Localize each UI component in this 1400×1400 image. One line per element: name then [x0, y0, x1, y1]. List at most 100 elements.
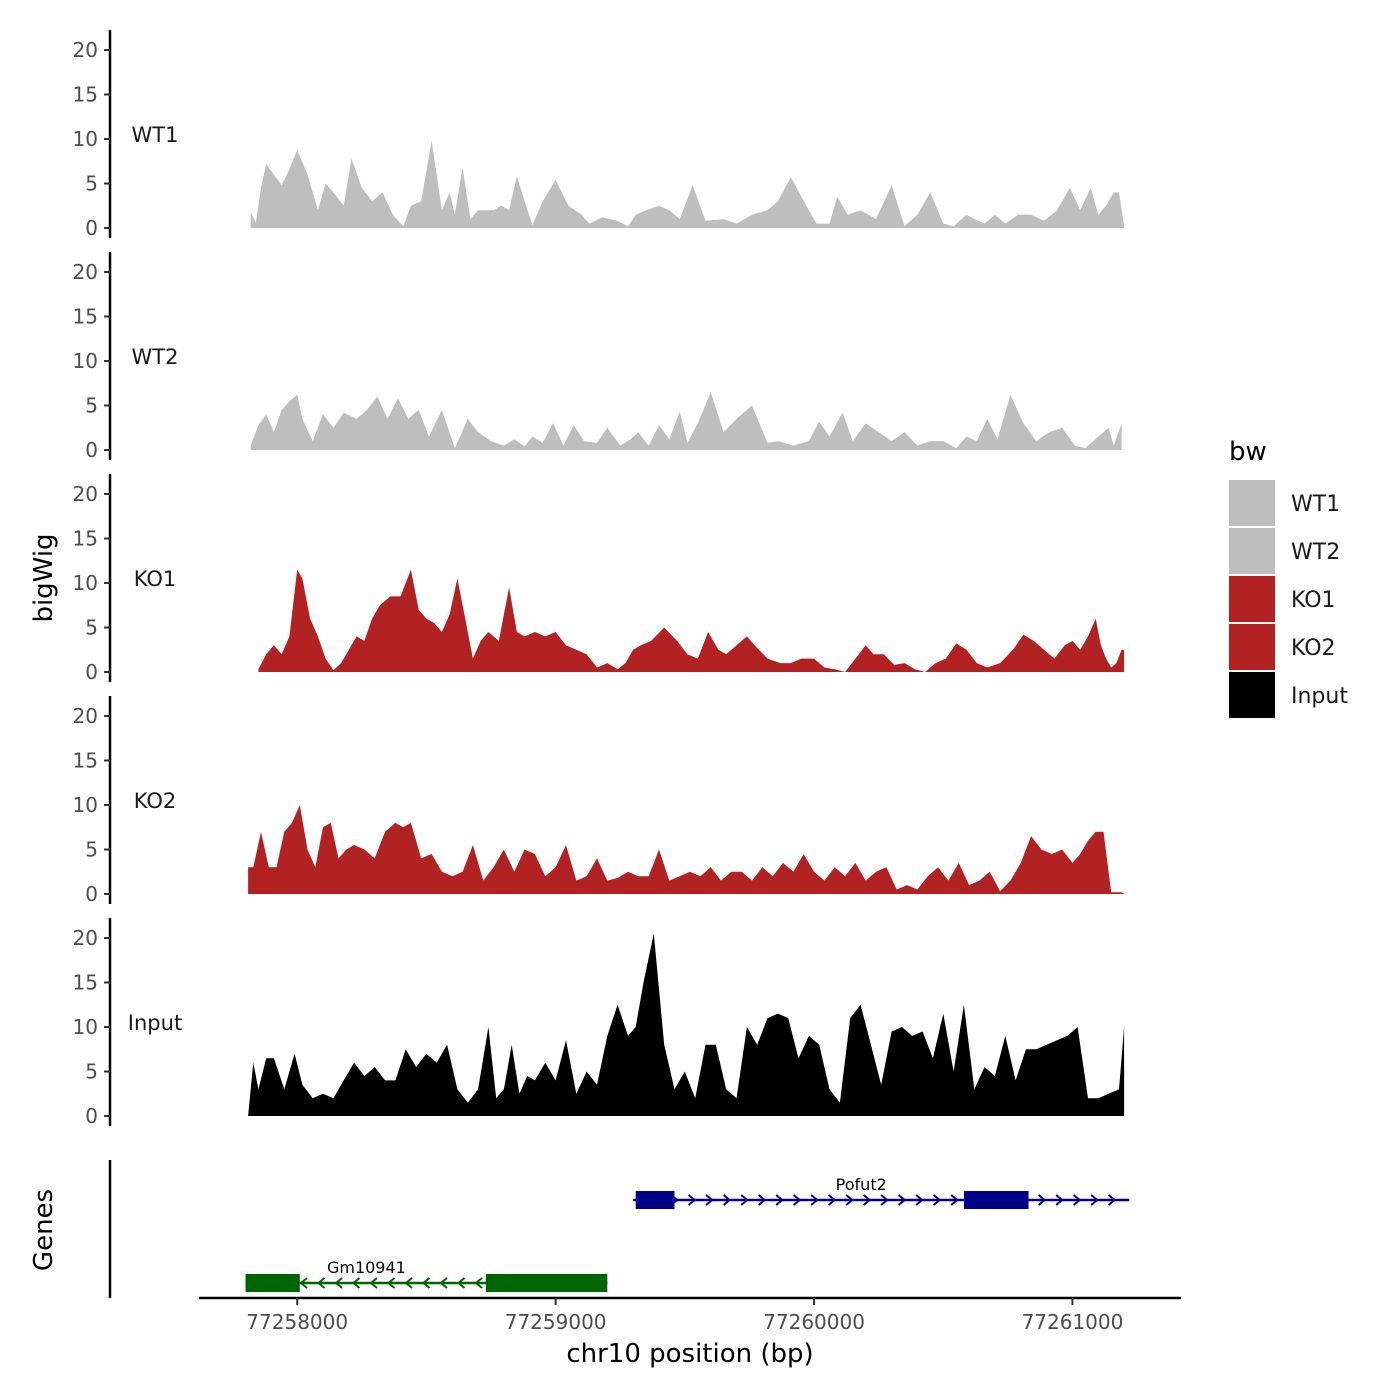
y-tick-label: 20	[73, 38, 98, 62]
strand-arrow	[369, 1277, 378, 1289]
strand-arrow	[456, 1277, 466, 1289]
signal-tracks: 0 5 10 15 20 WT1 0 5 10 15 20 WT2 0 5 10 15 20 KO1 0 5 10 15 2…	[73, 30, 1125, 1128]
strand-arrow	[898, 1194, 907, 1206]
strand-arrow	[421, 1277, 431, 1289]
strand-arrow	[1073, 1194, 1082, 1206]
legend: bw WT1 WT2 KO1 KO2 Input	[1229, 437, 1348, 718]
y-tick-label: 5	[85, 616, 98, 640]
legend-key-ko2	[1229, 624, 1275, 670]
y-tick-label: 20	[73, 260, 98, 284]
track-label-ko1: KO1	[134, 567, 177, 591]
strand-arrow	[810, 1194, 819, 1206]
legend-key-input	[1229, 672, 1275, 718]
legend-title: bw	[1229, 437, 1267, 467]
legend-key-ko1	[1229, 576, 1275, 622]
y-tick-label: 0	[85, 216, 98, 240]
strand-arrow	[1038, 1194, 1047, 1206]
x-tick-label: 77260000	[763, 1310, 865, 1334]
y-tick-label: 10	[73, 127, 98, 151]
y-tick-label: 15	[73, 83, 98, 107]
y-axis-title: bigWig	[29, 533, 59, 622]
legend-label-ko1: KO1	[1291, 588, 1336, 613]
strand-arrow	[1090, 1194, 1099, 1206]
legend-label-input: Input	[1291, 684, 1348, 709]
y-tick-label: 20	[73, 926, 98, 950]
strand-arrow	[863, 1194, 872, 1206]
exon	[963, 1191, 1029, 1209]
genes-track-title: Genes	[29, 1189, 59, 1271]
strand-arrow	[439, 1277, 448, 1289]
strand-arrow	[933, 1194, 942, 1206]
gene-label: Pofut2	[836, 1175, 887, 1194]
strand-arrow	[793, 1194, 802, 1206]
y-tick-label: 0	[85, 882, 98, 906]
y-tick-label: 10	[73, 349, 98, 373]
exon	[635, 1191, 675, 1209]
y-tick-label: 10	[73, 1015, 98, 1039]
legend-key-wt2	[1229, 528, 1275, 574]
strand-arrow	[334, 1277, 343, 1289]
track-label-input: Input	[128, 1011, 182, 1035]
x-axis: 77258000 77259000 77260000 77261000	[199, 1296, 1181, 1334]
track-label-wt1: WT1	[132, 123, 179, 147]
area-ko2	[248, 805, 1125, 894]
y-tick-label: 10	[73, 571, 98, 595]
y-tick-label: 15	[73, 305, 98, 329]
y-tick-label: 20	[73, 482, 98, 506]
y-tick-label: 0	[85, 1104, 98, 1128]
exon	[245, 1274, 300, 1292]
y-tick-label: 10	[73, 793, 98, 817]
area-wt1	[250, 140, 1125, 228]
strand-arrow	[915, 1194, 924, 1206]
strand-arrow	[775, 1194, 784, 1206]
y-tick-label: 5	[85, 838, 98, 862]
y-tick-label: 15	[73, 527, 98, 551]
area-input	[248, 933, 1125, 1116]
track-wt1: 0 5 10 15 20 WT1	[73, 30, 1125, 240]
gene-gm10941: Gm10941	[245, 1258, 608, 1292]
strand-arrow	[316, 1277, 326, 1289]
y-tick-label: 0	[85, 438, 98, 462]
legend-label-wt1: WT1	[1291, 492, 1340, 517]
genes-track: Gm10941 Pofut2	[108, 1160, 1130, 1298]
legend-key-wt1	[1229, 480, 1275, 526]
strand-arrow	[723, 1194, 732, 1206]
area-ko1	[258, 569, 1125, 672]
strand-arrow	[758, 1194, 767, 1206]
strand-arrow	[1108, 1194, 1117, 1206]
strand-arrow	[404, 1277, 413, 1289]
x-axis-title: chr10 position (bp)	[566, 1339, 813, 1369]
legend-label-wt2: WT2	[1291, 540, 1340, 565]
strand-arrow	[351, 1277, 361, 1289]
strand-arrow	[845, 1194, 854, 1206]
strand-arrow	[705, 1194, 714, 1206]
y-tick-label: 0	[85, 660, 98, 684]
strand-arrow	[474, 1277, 483, 1289]
y-tick-label: 5	[85, 172, 98, 196]
gene-pofut2: Pofut2	[633, 1175, 1130, 1209]
strand-arrow	[950, 1194, 959, 1206]
strand-arrow	[1055, 1194, 1064, 1206]
strand-arrow	[299, 1277, 308, 1289]
track-label-ko2: KO2	[134, 789, 177, 813]
strand-arrow	[688, 1194, 697, 1206]
area-wt2	[250, 392, 1122, 450]
track-wt2: 0 5 10 15 20 WT2	[73, 252, 1122, 462]
x-tick-label: 77261000	[1022, 1310, 1124, 1334]
y-tick-label: 15	[73, 971, 98, 995]
strand-arrow	[386, 1277, 396, 1289]
strand-arrow	[740, 1194, 749, 1206]
gene-label: Gm10941	[327, 1258, 406, 1277]
track-ko1: 0 5 10 15 20 KO1	[73, 474, 1125, 684]
strand-arrow	[880, 1194, 889, 1206]
strand-arrow	[828, 1194, 837, 1206]
y-tick-label: 5	[85, 1060, 98, 1084]
track-label-wt2: WT2	[132, 345, 179, 369]
y-tick-label: 15	[73, 749, 98, 773]
y-tick-label: 20	[73, 704, 98, 728]
y-tick-label: 5	[85, 394, 98, 418]
track-input: 0 5 10 15 20 Input	[73, 918, 1125, 1128]
legend-label-ko2: KO2	[1291, 636, 1336, 661]
